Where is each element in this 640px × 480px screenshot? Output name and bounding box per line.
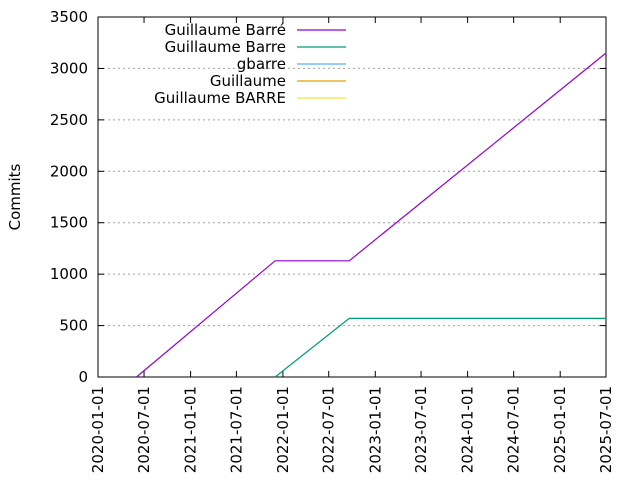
x-tick-label: 2025-01-01 <box>551 386 569 473</box>
y-tick-label: 0 <box>78 368 88 386</box>
series-line-2 <box>274 317 606 378</box>
x-tick-label: 2021-01-01 <box>182 386 200 473</box>
series-line-1 <box>136 52 607 378</box>
x-tick-label: 2025-07-01 <box>597 386 615 473</box>
legend-label: Guillaume Barré <box>165 21 286 39</box>
x-tick-label: 2024-01-01 <box>459 386 477 473</box>
grid-lines <box>98 67 606 327</box>
y-axis-label: Commits <box>6 163 24 230</box>
plot-frame <box>97 16 607 378</box>
legend-label: gbarre <box>237 55 286 73</box>
y-tick-label: 3500 <box>50 8 88 26</box>
x-tick-label: 2023-01-01 <box>366 386 384 473</box>
legend-label: Guillaume Barre <box>165 38 286 56</box>
series-lines <box>136 52 607 378</box>
x-tick-label: 2020-07-01 <box>135 386 153 473</box>
x-tick-label: 2022-07-01 <box>320 386 338 473</box>
y-tick-label: 1500 <box>50 214 88 232</box>
x-tick-label: 2024-07-01 <box>505 386 523 473</box>
y-tick-label: 2500 <box>50 111 88 129</box>
x-tick-label: 2023-07-01 <box>412 386 430 473</box>
x-tick-label: 2020-01-01 <box>89 386 107 473</box>
x-tick-label: 2021-07-01 <box>227 386 245 473</box>
y-tick-label: 500 <box>59 317 88 335</box>
legend-label: Guillaume <box>210 72 286 90</box>
legend-label: Guillaume BARRE <box>154 89 286 107</box>
y-tick-label: 2000 <box>50 162 88 180</box>
y-tick-label: 1000 <box>50 265 88 283</box>
y-tick-label: 3000 <box>50 59 88 77</box>
axis-ticks: 0 500 1000 1500 2000 2500 3000 3500 2020-01-01 20… <box>50 8 615 473</box>
x-tick-label: 2022-01-01 <box>274 386 292 473</box>
